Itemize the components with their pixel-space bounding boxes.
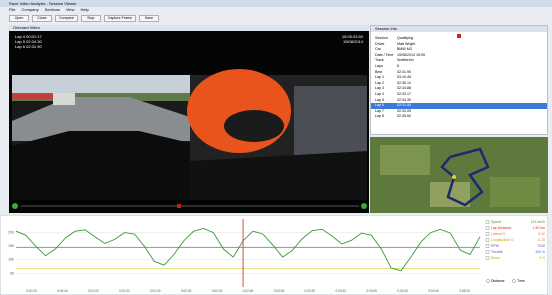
x-tick-label: 0:05:00 [459,289,470,293]
y-tick-label: 150 [8,244,14,248]
track-map [370,137,548,213]
row-label: Lap 8 [375,114,397,120]
x-tick-label: 0:03:20 [305,289,316,293]
record-icon [457,34,461,38]
row-value: Snetterton [397,58,414,64]
toolbar-button[interactable]: Open [9,15,29,22]
title-bar: Race Video Analysis - Session Viewer [0,0,552,7]
radio-button[interactable] [513,280,516,283]
time-overlay: 15/08/2014 [343,39,364,44]
toolbar-button[interactable]: Compare [55,15,78,22]
legend-name: RPM [491,244,499,248]
toolbar-button[interactable]: Save [139,15,159,22]
legend-name: Brake [491,256,500,260]
x-tick-label: 0:00:40 [57,289,68,293]
x-tick-label: 0:00:20 [26,289,37,293]
legend-checkbox[interactable] [486,257,489,260]
legend-name: Longitudinal G [491,238,514,242]
x-tick-label: 0:04:40 [428,289,439,293]
legend-checkbox[interactable] [486,233,489,236]
toolbar-button[interactable]: Stop [81,15,101,22]
radio-label: Time [517,279,525,283]
telemetry-chart: 50 100 150 200 0:00:20 0:00:40 0:01:00 0:01:20 0… [0,215,548,295]
legend-checkbox[interactable] [486,251,489,254]
left-camera [12,75,190,200]
x-tick-label: 0:02:20 [212,289,223,293]
play-button[interactable] [12,203,18,209]
legend-name: Lateral G [491,232,506,236]
radio-button[interactable] [487,280,490,283]
legend-checkbox[interactable] [486,221,489,224]
session-row[interactable]: Lap 802:35.60 [371,114,547,120]
legend-value: 214 km/h [531,220,545,224]
x-tick-label: 0:01:20 [119,289,130,293]
legend-name: Speed [491,220,501,224]
y-tick-label: 200 [8,231,14,235]
x-tick-label: 0:03:00 [274,289,285,293]
legend-checkbox[interactable] [486,239,489,242]
x-tick-label: 0:02:40 [243,289,254,293]
lap-overlay: Lap 6 02:31.90 [15,44,42,49]
toolbar-button[interactable]: Close [32,15,52,22]
legend-value: 100 % [535,250,545,254]
session-panel: Session Info SessionQualifyingDriverMatt… [370,25,548,135]
legend-name: Lap Distance [491,226,511,230]
right-camera [187,69,367,200]
y-tick-label: 50 [10,271,14,275]
row-value: 02:35.60 [397,114,411,120]
legend-value: 7240 [537,244,545,248]
session-header: Session Info [371,26,547,32]
legend-value: -0.15 [537,238,545,242]
x-tick-label: 0:03:40 [335,289,346,293]
x-tick-label: 0:01:40 [150,289,161,293]
legend-checkbox[interactable] [486,227,489,230]
legend-value: 0.42 [538,232,545,236]
radio-label: Distance [491,279,505,283]
toolbar: OpenCloseCompareStopCapture FrameSave [0,13,552,24]
legend-checkbox[interactable] [486,245,489,248]
legend-value: 1.82 km [533,226,546,230]
x-tick-label: 0:04:00 [366,289,377,293]
x-tick-label: 0:01:00 [88,289,99,293]
x-tick-label: 0:02:00 [181,289,192,293]
video-panel: Lap 4 00:01:17Lap 5 02:34.30Lap 6 02:31.… [9,31,369,213]
scrubber-handle[interactable] [177,204,181,208]
legend-value: 0 % [539,256,545,260]
toolbar-button[interactable]: Capture Frame [104,15,136,22]
app-window: Race Video Analysis - Session Viewer Fil… [0,0,552,295]
y-tick-label: 100 [8,258,14,262]
legend-name: Throttle [491,250,503,254]
end-button[interactable] [361,203,367,209]
x-tick-label: 0:04:20 [397,289,408,293]
